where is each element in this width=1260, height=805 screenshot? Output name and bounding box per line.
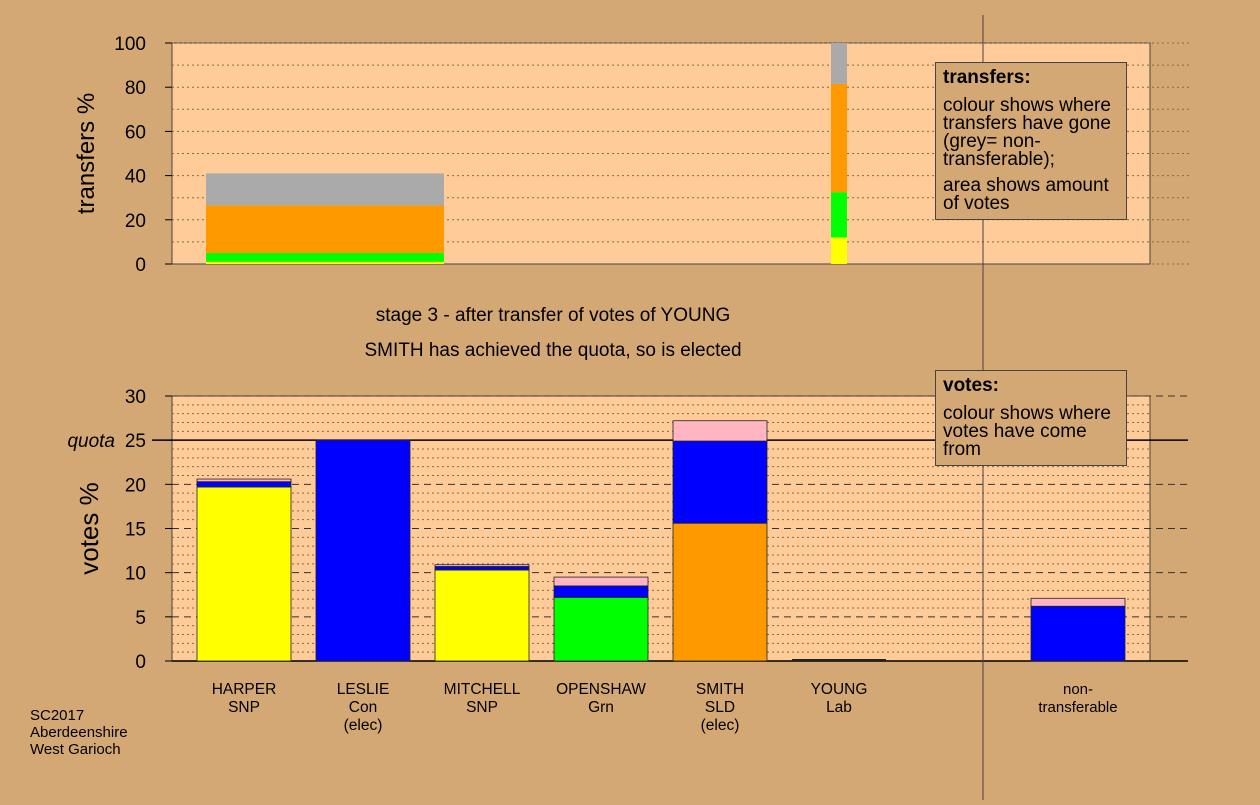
transfers-bar-segment — [206, 173, 444, 206]
category-name: MITCHELL — [444, 681, 521, 698]
stage-caption: stage 3 - after transfer of votes of YOU… — [375, 305, 731, 326]
transfers-bar-segment — [206, 252, 444, 262]
category-name: LESLIE — [337, 681, 390, 698]
votes-bar-segment — [434, 564, 530, 567]
footer-election: SC2017 — [30, 707, 85, 724]
category-name: YOUNG — [811, 681, 868, 698]
transfers-bar-segment — [831, 237, 847, 264]
category-name: HARPER — [212, 681, 277, 698]
category-party: SNP — [228, 699, 260, 716]
votes-bar-segment — [434, 566, 530, 571]
votes-bar-segment — [315, 439, 411, 662]
votes-bar-segment — [196, 486, 292, 662]
transfers-y-tick-label: 100 — [114, 34, 146, 55]
transfers-legend-title: transfers: — [943, 67, 1031, 88]
transfers-bar-segment — [206, 261, 444, 264]
votes-legend: votes: colour shows where votes have com… — [935, 370, 1127, 466]
quota-caption: SMITH has achieved the quota, so is elec… — [364, 340, 742, 361]
footer-ward: West Garioch — [30, 741, 121, 758]
votes-y-tick-label: 30 — [125, 387, 146, 408]
transfers-y-tick-label: 80 — [125, 78, 146, 99]
votes-y-tick-label: 0 — [135, 652, 146, 673]
category-name: OPENSHAW — [556, 681, 646, 698]
category-status: (elec) — [344, 717, 383, 734]
transfers-legend-line: area shows amount of votes — [943, 175, 1109, 214]
votes-bar-segment — [1030, 597, 1126, 607]
transfers-y-tick-label: 60 — [125, 122, 146, 143]
votes-bar-segment — [672, 420, 768, 442]
votes-y-tick-label: 10 — [125, 564, 146, 585]
category-name: non- — [1063, 681, 1093, 698]
quota-label: quota — [67, 431, 115, 452]
transfers-legend-line: colour shows where transfers have gone (… — [943, 95, 1111, 170]
votes-legend-title: votes: — [943, 375, 999, 396]
category-party: SLD — [705, 699, 735, 716]
votes-y-axis-label: votes % — [74, 482, 104, 575]
category-party: Grn — [588, 699, 614, 716]
transfers-y-tick-label: 40 — [125, 167, 146, 188]
category-party: Con — [349, 699, 377, 716]
category-name: SMITH — [696, 681, 744, 698]
transfers-bar-segment — [831, 43, 847, 84]
transfers-y-tick-label: 0 — [135, 255, 146, 276]
votes-bar-segment — [553, 576, 649, 587]
votes-bar-segment — [553, 597, 649, 662]
footer-note: SC2017 Aberdeenshire West Garioch — [30, 707, 128, 758]
votes-y-tick-label: 25 — [125, 431, 146, 452]
category-party: Lab — [826, 699, 852, 716]
transfers-bar-segment — [206, 205, 444, 253]
transfers-y-tick-label: 20 — [125, 211, 146, 232]
category-status: (elec) — [701, 717, 740, 734]
votes-bar-segment — [672, 440, 768, 524]
footer-council: Aberdeenshire — [30, 724, 128, 741]
transfers-bar-segment — [831, 192, 847, 238]
votes-bar-segment — [196, 481, 292, 488]
votes-bar-segment — [196, 478, 292, 483]
transfers-y-axis-label: transfers % — [73, 93, 100, 214]
votes-legend-line: colour shows where votes have come from — [943, 403, 1111, 460]
category-party: transferable — [1038, 699, 1117, 716]
votes-bar-segment — [434, 569, 530, 662]
transfers-legend: transfers: colour shows where transfers … — [935, 62, 1127, 220]
category-party: SNP — [466, 699, 498, 716]
votes-bar-segment — [553, 585, 649, 598]
votes-bar-segment — [1030, 605, 1126, 662]
votes-y-tick-label: 5 — [135, 608, 146, 629]
votes-y-tick-label: 15 — [125, 520, 146, 541]
votes-bar-segment — [672, 522, 768, 662]
votes-y-tick-label: 20 — [125, 475, 146, 496]
transfers-bar-segment — [831, 83, 847, 193]
